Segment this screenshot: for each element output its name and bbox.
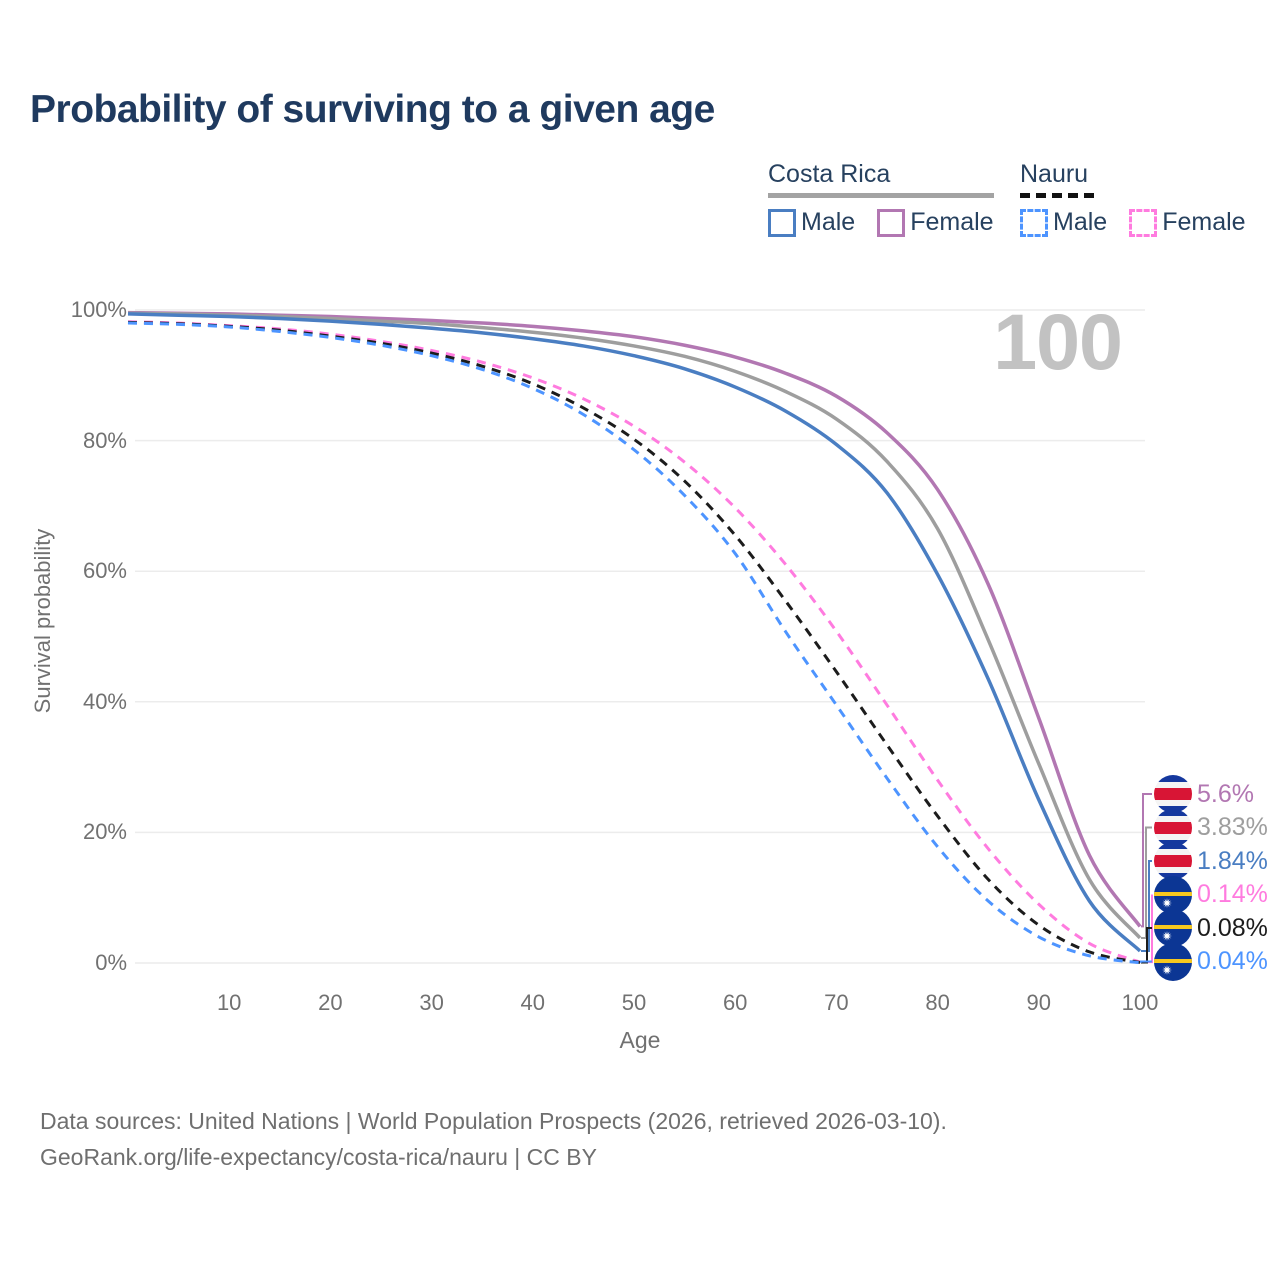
y-tick-60: 60%: [82, 558, 127, 584]
nauru-flag-icon: [1154, 875, 1192, 914]
x-tick-30: 30: [419, 990, 444, 1015]
x-tick-20: 20: [318, 990, 343, 1015]
age-counter-watermark: 100: [993, 297, 1123, 386]
endpoint-label-nauru-male: 0.04%: [1154, 942, 1268, 981]
endpoint-connector: [1141, 826, 1152, 939]
endpoint-label-costa-rica-male: 1.84%: [1154, 842, 1268, 880]
x-tick-100: 100: [1121, 990, 1159, 1015]
costa-rica-flag-icon: [1154, 808, 1192, 847]
y-tick-100: 100%: [70, 297, 127, 322]
legend-country-nauru: Nauru: [1020, 160, 1089, 188]
x-tick-40: 40: [520, 990, 546, 1015]
endpoint-connector: [1141, 860, 1152, 952]
legend-item-costa-rica-male[interactable]: Male: [768, 208, 855, 237]
legend-label-costa-rica-female: Female: [910, 208, 994, 236]
x-tick-70: 70: [824, 990, 849, 1015]
nauru-flag-icon: [1154, 942, 1192, 981]
endpoint-connector: [1141, 927, 1152, 964]
y-tick-40: 40%: [82, 688, 127, 714]
legend-label-costa-rica-male: Male: [801, 208, 856, 236]
endpoint-connector: [1140, 960, 1152, 963]
costa-rica-flag-icon: [1154, 842, 1192, 880]
x-tick-80: 80: [925, 990, 950, 1015]
legend-item-nauru-male[interactable]: Male: [1020, 208, 1107, 237]
series-line-costa-rica-both-sexes: [127, 311, 1142, 940]
endpoint-percent: 1.84%: [1197, 846, 1268, 875]
endpoint-percent: 0.08%: [1197, 913, 1268, 942]
legend-group-costa-rica: Costa Rica Male Female: [768, 160, 994, 237]
costa-rica-male-checkbox-icon[interactable]: [768, 208, 796, 237]
nauru-flag-icon: [1154, 909, 1192, 947]
legend-item-costa-rica-female[interactable]: Female: [877, 208, 994, 237]
legend-label-nauru-male: Male: [1053, 208, 1108, 236]
x-tick-10: 10: [216, 990, 242, 1015]
endpoint-percent: 5.6%: [1197, 779, 1254, 808]
legend-country-costa-rica: Costa Rica: [768, 160, 891, 188]
nauru-female-checkbox-icon[interactable]: [1129, 208, 1158, 237]
x-tick-90: 90: [1026, 990, 1052, 1015]
legend-group-nauru: Nauru Male Female: [1020, 160, 1246, 237]
legend-label-nauru-female: Female: [1162, 208, 1246, 236]
x-axis-title: Age: [619, 1027, 661, 1053]
nauru-dashed-line-sample: [1020, 193, 1094, 198]
page-title: Probability of surviving to a given age: [30, 88, 715, 131]
endpoint-label-nauru-female: 0.14%: [1154, 875, 1268, 914]
endpoint-percent: 0.14%: [1197, 880, 1268, 908]
footer-attribution: GeoRank.org/life-expectancy/costa-rica/n…: [40, 1144, 597, 1170]
x-tick-50: 50: [621, 990, 647, 1015]
costa-rica-female-checkbox-icon[interactable]: [877, 208, 906, 237]
endpoint-percent: 3.83%: [1197, 813, 1268, 841]
series-line-costa-rica-male: [127, 312, 1142, 953]
legend-item-nauru-female[interactable]: Female: [1129, 208, 1246, 237]
footer-data-sources: Data sources: United Nations | World Pop…: [40, 1108, 947, 1134]
x-tick-60: 60: [722, 990, 748, 1015]
nauru-male-checkbox-icon[interactable]: [1020, 208, 1048, 237]
endpoint-connector: [1141, 793, 1152, 928]
y-tick-0: 0%: [95, 950, 127, 975]
series-line-costa-rica-female: [127, 310, 1142, 928]
costa-rica-flag-icon: [1154, 775, 1192, 813]
endpoint-percent: 0.04%: [1197, 947, 1268, 975]
endpoint-label-costa-rica-female: 5.6%: [1154, 775, 1254, 813]
series-line-nauru-female: [127, 320, 1141, 964]
endpoint-label-nauru-both-sexes: 0.08%: [1154, 909, 1268, 947]
endpoint-label-costa-rica-both-sexes: 3.83%: [1154, 808, 1268, 847]
costa-rica-solid-line-sample: [768, 193, 994, 198]
series-line-nauru-male: [127, 321, 1141, 965]
y-tick-80: 80%: [82, 427, 127, 453]
y-tick-20: 20%: [82, 819, 127, 845]
